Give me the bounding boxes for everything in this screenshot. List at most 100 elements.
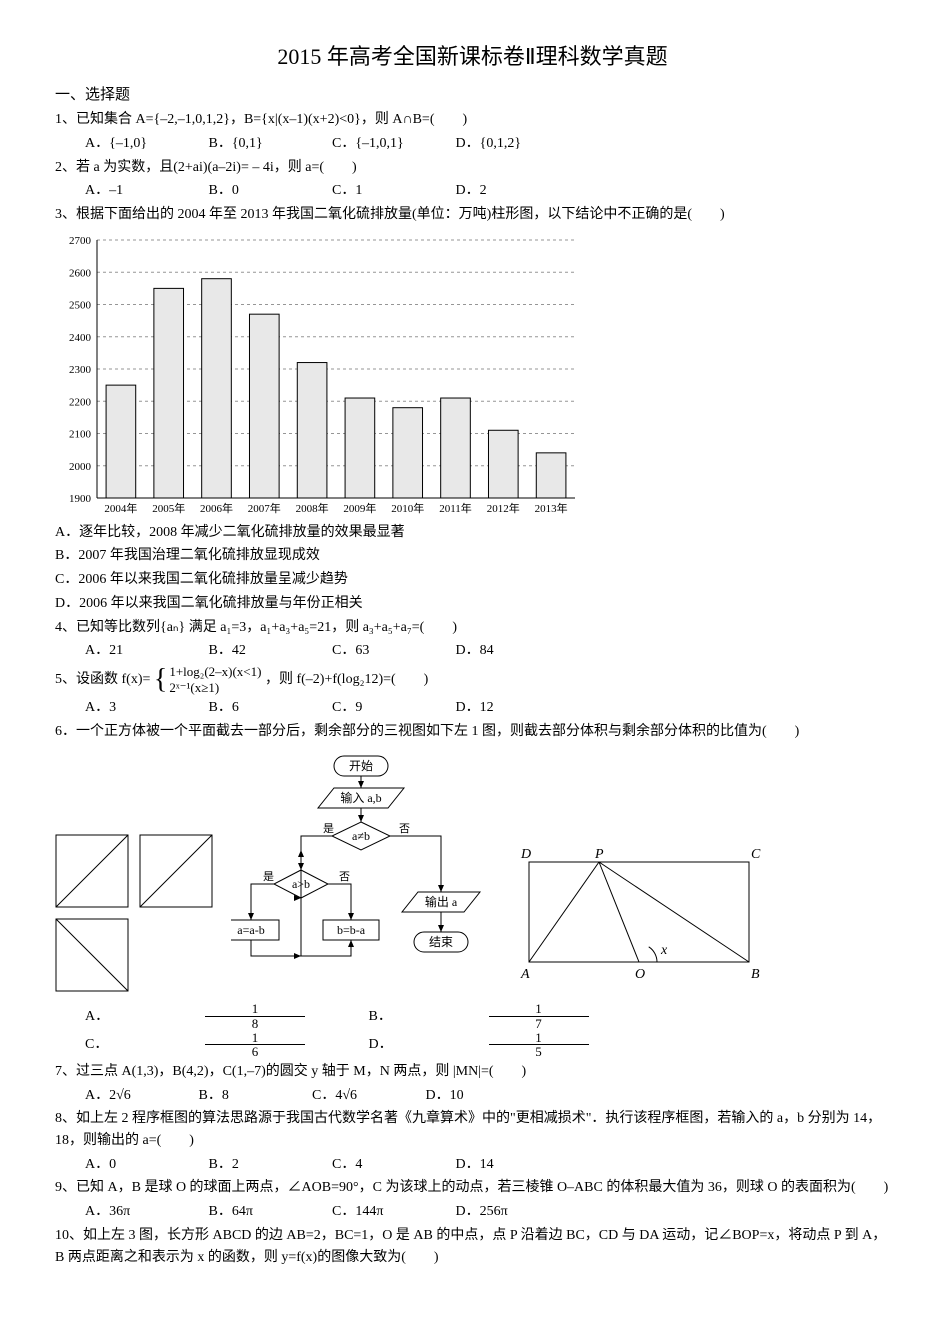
svg-text:否: 否 <box>399 823 410 835</box>
svg-text:2010年: 2010年 <box>391 501 424 515</box>
svg-text:是: 是 <box>263 870 274 883</box>
q8-opt-a: A．0 <box>85 1154 185 1176</box>
q8-opt-d: D．14 <box>456 1154 556 1176</box>
svg-text:D: D <box>520 847 531 862</box>
q5-opt-c: C．9 <box>332 697 432 719</box>
so2-bar-chart: 1900200021002200230024002500260027002004… <box>55 232 890 520</box>
q8-opt-c: C．4 <box>332 1154 432 1176</box>
q7-opt-b: B．8 <box>199 1085 289 1107</box>
q2-opt-b: B．0 <box>209 180 309 202</box>
q6-opt-a: A．18 <box>85 1002 345 1030</box>
question-5: 5、设函数 f(x)= { 1+log₂(2–x)(x<1) 2ˣ⁻¹(x≥1)… <box>55 664 890 695</box>
q3-opt-b: B．2007 年我国治理二氧化硫排放显现成效 <box>55 545 890 567</box>
svg-text:b=b-a: b=b-a <box>337 923 366 937</box>
q5-piecewise: { 1+log₂(2–x)(x<1) 2ˣ⁻¹(x≥1) <box>154 664 262 695</box>
svg-text:2700: 2700 <box>69 235 92 247</box>
q2-options: A．–1 B．0 C．1 D．2 <box>55 180 890 202</box>
svg-text:2013年: 2013年 <box>535 501 568 515</box>
q6-opt-c: C．16 <box>85 1031 345 1059</box>
question-4: 4、已知等比数列{aₙ} 满足 a₁=3，a₁+a₃+a₅=21，则 a₃+a₅… <box>55 617 890 639</box>
q3-opt-a: A．逐年比较，2008 年减少二氧化硫排放量的效果最显著 <box>55 522 890 544</box>
svg-text:2005年: 2005年 <box>152 501 185 515</box>
svg-text:2500: 2500 <box>69 299 92 311</box>
q9-options: A．36π B．64π C．144π D．256π <box>55 1201 890 1223</box>
q1-options: A．{–1,0} B．{0,1} C．{–1,0,1} D．{0,1,2} <box>55 133 890 155</box>
svg-text:2600: 2600 <box>69 267 92 279</box>
svg-text:2300: 2300 <box>69 364 92 376</box>
question-9: 9、已知 A，B 是球 O 的球面上两点，∠AOB=90°，C 为该球上的动点，… <box>55 1177 890 1199</box>
q6-options: A．18 B．17 C．16 D．15 <box>55 1002 890 1059</box>
svg-text:是: 是 <box>323 822 334 835</box>
q5-post: ，则 f(–2)+f(log₂12)=( ) <box>265 672 428 687</box>
svg-text:2008年: 2008年 <box>296 501 329 515</box>
svg-text:2200: 2200 <box>69 396 92 408</box>
q2-opt-d: D．2 <box>456 180 556 202</box>
svg-text:输出 a: 输出 a <box>425 894 458 909</box>
svg-text:2007年: 2007年 <box>248 501 281 515</box>
q5-opt-b: B．6 <box>209 697 309 719</box>
question-2: 2、若 a 为实数，且(2+ai)(a–2i)= – 4i，则 a=( ) <box>55 157 890 179</box>
q7-opt-c: C．4√6 <box>312 1085 402 1107</box>
q6-opt-d: D．15 <box>369 1031 629 1059</box>
svg-text:2009年: 2009年 <box>343 501 376 515</box>
q5-pre: 5、设函数 f(x)= <box>55 672 150 687</box>
svg-text:P: P <box>594 847 604 862</box>
svg-text:2400: 2400 <box>69 332 92 344</box>
svg-text:A: A <box>520 967 530 982</box>
q7-options: A．2√6 B．8 C．4√6 D．10 <box>55 1085 890 1107</box>
svg-text:a≠b: a≠b <box>352 829 370 843</box>
q4-opt-b: B．42 <box>209 640 309 662</box>
three-view-figure <box>55 834 213 992</box>
question-1: 1、已知集合 A={–2,–1,0,1,2}，B={x|(x–1)(x+2)<0… <box>55 109 890 131</box>
q3-opt-c: C．2006 年以来我国二氧化硫排放量呈减少趋势 <box>55 569 890 591</box>
q7-opt-a: A．2√6 <box>85 1085 175 1107</box>
q4-opt-a: A．21 <box>85 640 185 662</box>
rectangle-figure: ABCDOPx <box>509 842 769 992</box>
svg-text:2000: 2000 <box>69 461 92 473</box>
view-side <box>139 834 213 908</box>
question-3: 3、根据下面给出的 2004 年至 2013 年我国二氧化硫排放量(单位：万吨)… <box>55 204 890 226</box>
q9-opt-b: B．64π <box>209 1201 309 1223</box>
svg-text:O: O <box>635 967 645 982</box>
svg-text:输入 a,b: 输入 a,b <box>340 790 381 805</box>
q9-opt-d: D．256π <box>456 1201 556 1223</box>
q5-options: A．3 B．6 C．9 D．12 <box>55 697 890 719</box>
svg-text:开始: 开始 <box>349 759 373 773</box>
svg-text:a=a-b: a=a-b <box>237 923 264 937</box>
q5-opt-a: A．3 <box>85 697 185 719</box>
q4-options: A．21 B．42 C．63 D．84 <box>55 640 890 662</box>
page-title: 2015 年高考全国新课标卷Ⅱ理科数学真题 <box>55 40 890 74</box>
q4-opt-c: C．63 <box>332 640 432 662</box>
svg-text:2012年: 2012年 <box>487 501 520 515</box>
svg-text:否: 否 <box>339 871 350 883</box>
question-7: 7、过三点 A(1,3)，B(4,2)，C(1,–7)的圆交 y 轴于 M，N … <box>55 1061 890 1083</box>
q8-options: A．0 B．2 C．4 D．14 <box>55 1154 890 1176</box>
q2-opt-a: A．–1 <box>85 180 185 202</box>
q1-opt-c: C．{–1,0,1} <box>332 133 432 155</box>
q1-opt-a: A．{–1,0} <box>85 133 185 155</box>
question-6: 6．一个正方体被一个平面截去一部分后，剩余部分的三视图如下左 1 图，则截去部分… <box>55 721 890 743</box>
q3-opt-d: D．2006 年以来我国二氧化硫排放量与年份正相关 <box>55 593 890 615</box>
question-8: 8、如上左 2 程序框图的算法思路源于我国古代数学名著《九章算术》中的"更相减损… <box>55 1108 890 1151</box>
q2-opt-c: C．1 <box>332 180 432 202</box>
svg-text:2004年: 2004年 <box>104 501 137 515</box>
svg-text:2006年: 2006年 <box>200 501 233 515</box>
question-10: 10、如上左 3 图，长方形 ABCD 的边 AB=2，BC=1，O 是 AB … <box>55 1225 890 1268</box>
svg-text:2011年: 2011年 <box>439 501 472 515</box>
brace-icon: { <box>154 666 167 694</box>
q9-opt-c: C．144π <box>332 1201 432 1223</box>
svg-text:1900: 1900 <box>69 493 92 505</box>
figure-row: 开始输入 a,ba≠b是否a>b是否a=a-bb=b-a输出 a结束 ABCDO… <box>55 752 890 992</box>
q9-opt-a: A．36π <box>85 1201 185 1223</box>
section-heading: 一、选择题 <box>55 84 890 107</box>
view-front <box>55 834 129 908</box>
q7-opt-d: D．10 <box>426 1085 516 1107</box>
q4-opt-d: D．84 <box>456 640 556 662</box>
svg-text:B: B <box>751 967 760 982</box>
q5-case1: 1+log₂(2–x)(x<1) <box>169 664 261 680</box>
q6-opt-b: B．17 <box>369 1002 629 1030</box>
q8-opt-b: B．2 <box>209 1154 309 1176</box>
q5-opt-d: D．12 <box>456 697 556 719</box>
view-top <box>55 918 129 992</box>
svg-text:结束: 结束 <box>429 935 453 949</box>
